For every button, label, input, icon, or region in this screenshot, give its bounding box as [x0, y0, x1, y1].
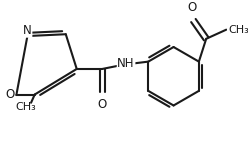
Text: O: O — [98, 98, 107, 111]
Text: CH₃: CH₃ — [228, 25, 248, 35]
Text: O: O — [187, 1, 196, 14]
Text: O: O — [5, 88, 15, 101]
Text: CH₃: CH₃ — [15, 102, 36, 112]
Text: NH: NH — [117, 57, 135, 70]
Text: N: N — [23, 24, 32, 37]
